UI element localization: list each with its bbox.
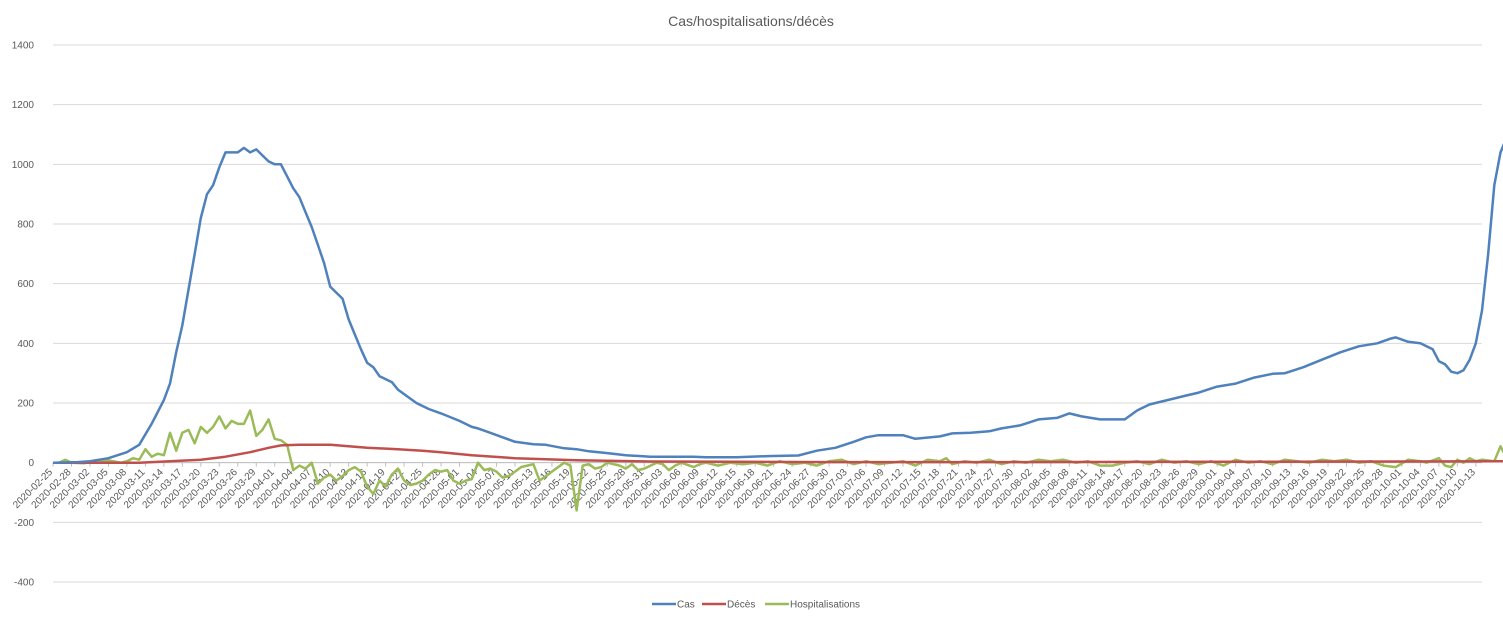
series-line-décès [53, 443, 1503, 464]
legend-label: Décès [727, 600, 755, 611]
series-line-cas [52, 142, 1503, 464]
y-tick-label: 1400 [12, 41, 35, 52]
legend: Cas Décès Hospitalisations [652, 600, 860, 611]
y-tick-label: 400 [17, 339, 34, 350]
y-tick-label: 1200 [12, 100, 35, 111]
y-tick-label: -200 [14, 518, 34, 529]
y-tick-label: 0 [28, 458, 34, 469]
legend-label: Cas [677, 600, 695, 611]
legend-label: Hospitalisations [790, 600, 860, 611]
y-tick-label: 800 [17, 220, 34, 231]
y-tick-label: 1000 [12, 160, 35, 171]
y-tick-label: -400 [14, 578, 34, 589]
series-lines [52, 142, 1503, 512]
y-tick-label: 200 [17, 399, 34, 410]
y-tick-label: 600 [17, 279, 34, 290]
y-axis-ticks: -400 -200 0 200 400 600 800 1000 1200 1400 [12, 41, 35, 589]
chart-title: Cas/hospitalisations/décès [668, 13, 834, 29]
